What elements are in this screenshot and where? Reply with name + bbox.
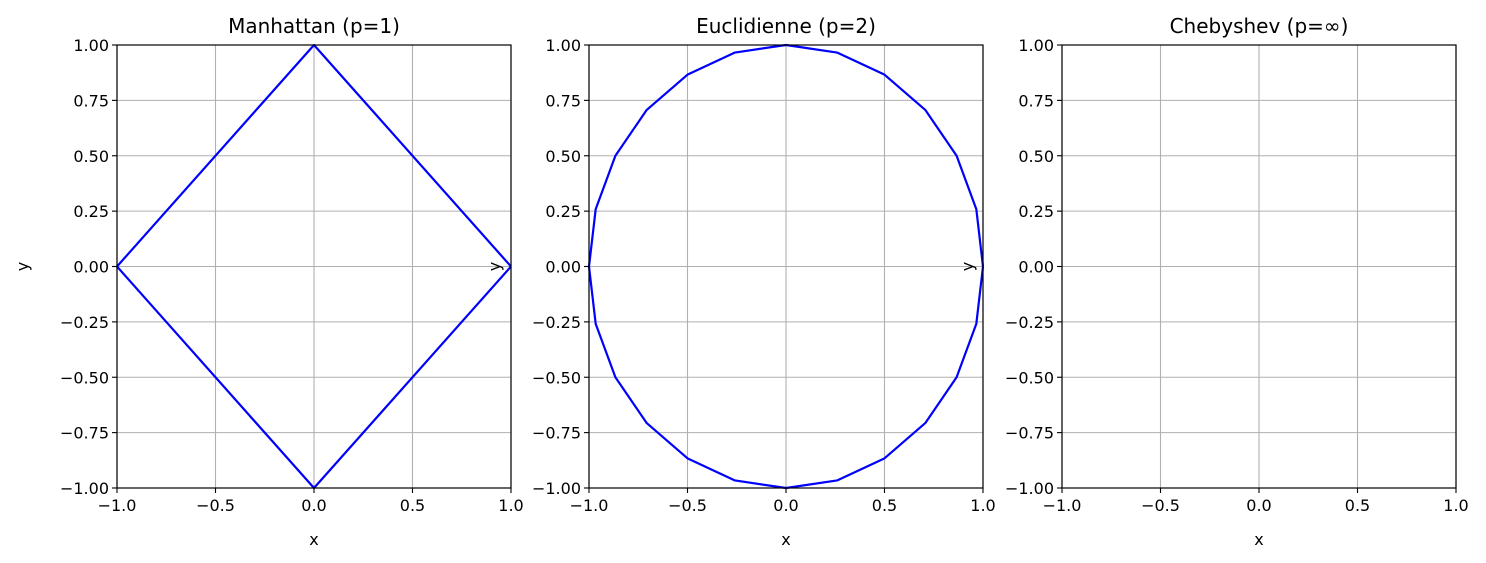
- y-tick-label: −0.25: [1005, 313, 1054, 332]
- x-tick-label: 0.5: [872, 496, 897, 515]
- x-tick-label: 0.0: [1246, 496, 1271, 515]
- x-tick-label: 0.0: [301, 496, 326, 515]
- y-tick-label: −0.50: [60, 368, 109, 387]
- x-tick-label: 1.0: [1443, 496, 1468, 515]
- y-tick-label: −1.00: [532, 479, 581, 498]
- y-tick-label: 1.00: [73, 36, 109, 55]
- y-tick-label: 0.75: [1018, 91, 1054, 110]
- y-tick-label: 0.25: [1018, 202, 1054, 221]
- x-axis-label: x: [1254, 530, 1263, 549]
- subplot-2: −1.0 −0.5 0.0 0.5 1.0 1.00 0.75 0.50 0.25 0.00 −0.…: [485, 14, 996, 549]
- subplot-title: Manhattan (p=1): [228, 14, 400, 38]
- subplot-title: Euclidienne (p=2): [696, 14, 876, 38]
- y-tick-label: 1.00: [545, 36, 581, 55]
- x-axis-label: x: [781, 530, 790, 549]
- subplot-title: Chebyshev (p=∞): [1170, 14, 1349, 38]
- y-tick-label: 0.50: [73, 147, 109, 166]
- y-tick-label: 0.50: [1018, 147, 1054, 166]
- y-axis-label: y: [958, 262, 977, 271]
- y-tick-label: −0.75: [60, 424, 109, 443]
- y-tick-label: −0.75: [1005, 424, 1054, 443]
- y-tick-label: 0.75: [73, 91, 109, 110]
- x-tick-label: −1.0: [98, 496, 137, 515]
- y-tick-label: 0.50: [545, 147, 581, 166]
- x-tick-label: 1.0: [498, 496, 523, 515]
- y-tick-label: −0.50: [1005, 368, 1054, 387]
- y-tick-label: −0.75: [532, 424, 581, 443]
- y-tick-label: 0.25: [545, 202, 581, 221]
- x-tick-label: 1.0: [970, 496, 995, 515]
- x-tick-label: 0.0: [773, 496, 798, 515]
- subplot-1: −1.0 −0.5 0.0 0.5 1.0 1.00 0.75 0.50 0.25 0.00 −0.…: [13, 14, 524, 549]
- y-tick-label: 0.25: [73, 202, 109, 221]
- x-axis-label: x: [309, 530, 318, 549]
- x-tick-label: −0.5: [668, 496, 707, 515]
- x-tick-label: 0.5: [1345, 496, 1370, 515]
- y-tick-label: −0.25: [60, 313, 109, 332]
- y-tick-label: 0.00: [73, 258, 109, 277]
- x-tick-label: −1.0: [570, 496, 609, 515]
- y-tick-label: −0.50: [532, 368, 581, 387]
- y-axis-label: y: [13, 262, 32, 271]
- y-axis-label: y: [485, 262, 504, 271]
- x-tick-label: 0.5: [400, 496, 425, 515]
- y-tick-label: −1.00: [1005, 479, 1054, 498]
- y-tick-label: 0.00: [545, 258, 581, 277]
- y-tick-label: 0.00: [1018, 258, 1054, 277]
- x-tick-label: −0.5: [196, 496, 235, 515]
- y-tick-label: −0.25: [532, 313, 581, 332]
- x-tick-label: −0.5: [1141, 496, 1180, 515]
- y-tick-label: −1.00: [60, 479, 109, 498]
- y-tick-label: 1.00: [1018, 36, 1054, 55]
- y-tick-label: 0.75: [545, 91, 581, 110]
- x-tick-label: −1.0: [1043, 496, 1082, 515]
- subplot-3: −1.0 −0.5 0.0 0.5 1.0 1.00 0.75 0.50 0.25 0.00 −0.…: [958, 14, 1469, 549]
